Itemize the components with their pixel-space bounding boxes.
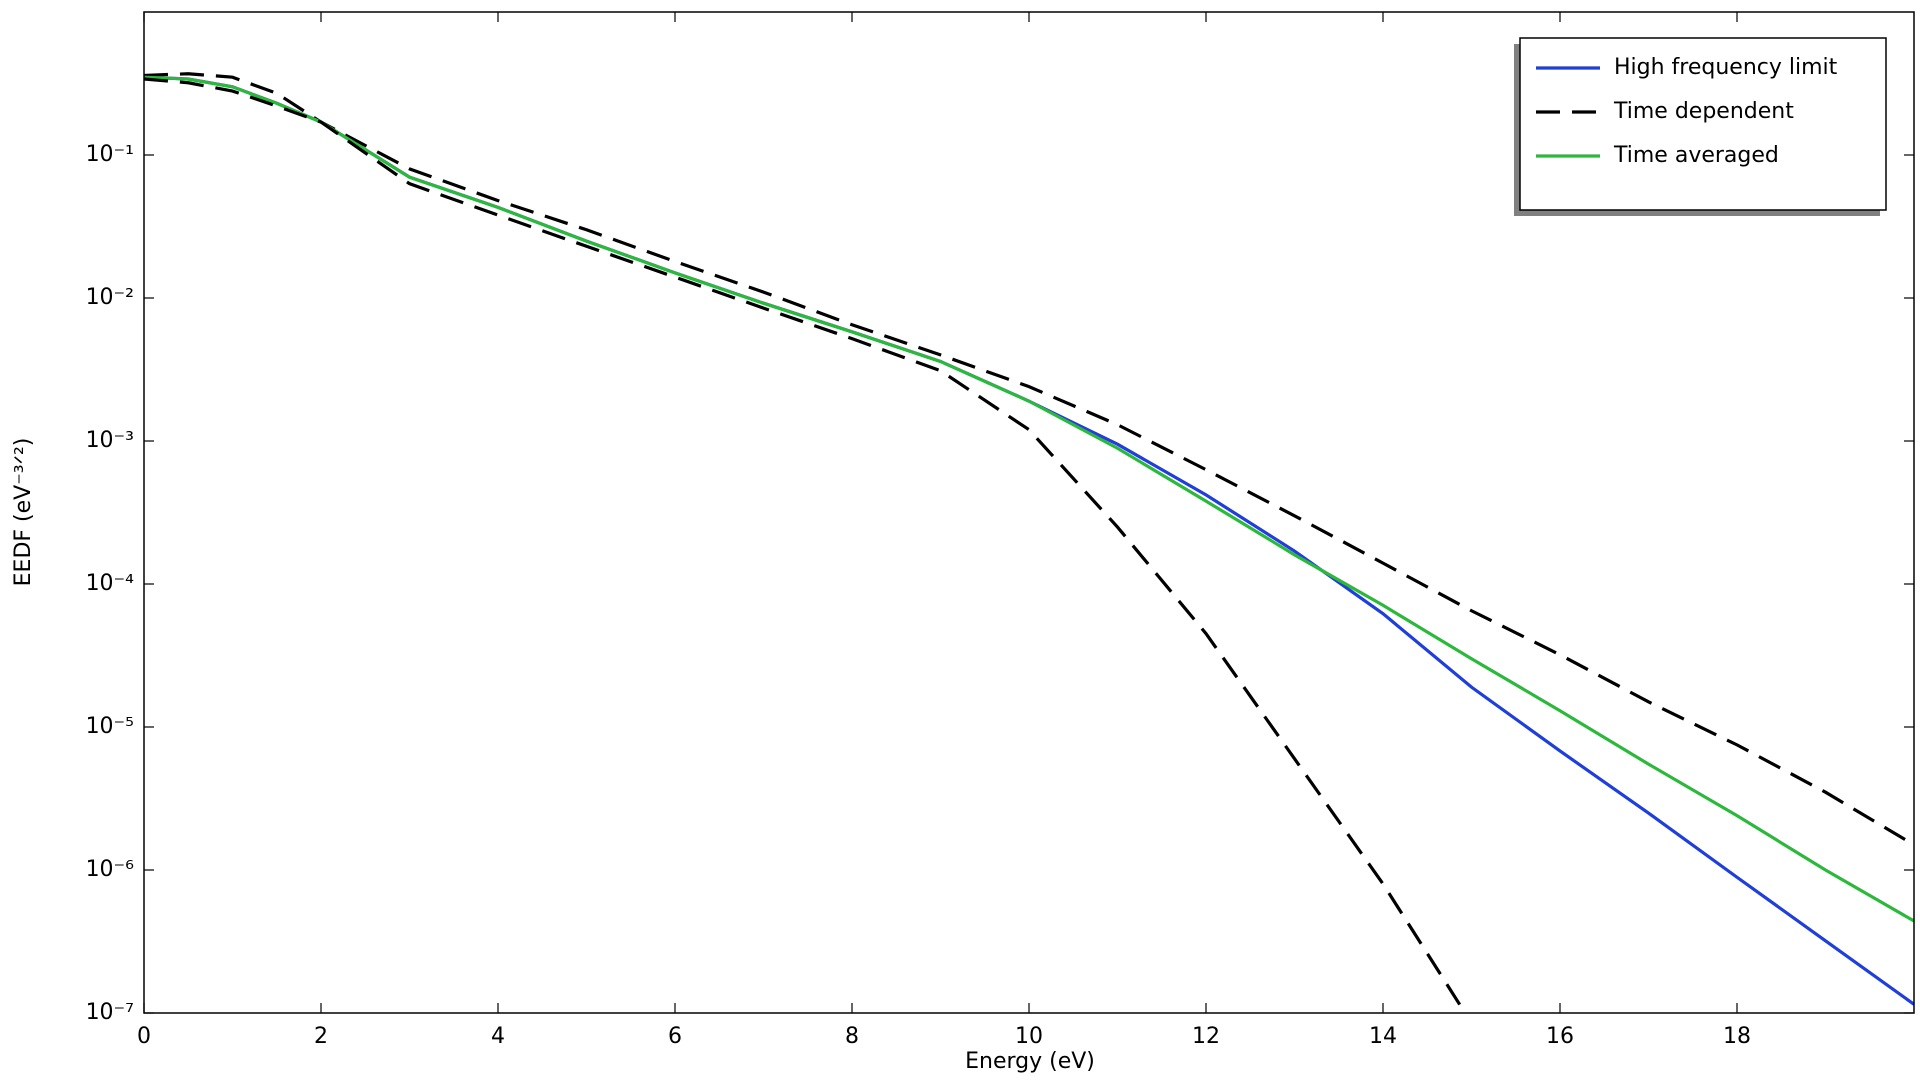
x-tick-label: 18 xyxy=(1723,1024,1751,1049)
x-tick-label: 10 xyxy=(1015,1024,1043,1049)
series-line xyxy=(144,77,1467,1013)
y-tick-label: 10⁻⁵ xyxy=(86,714,134,739)
x-tick-label: 12 xyxy=(1192,1024,1220,1049)
legend-label: Time averaged xyxy=(1613,143,1779,168)
y-tick-label: 10⁻³ xyxy=(86,428,134,453)
legend-label: High frequency limit xyxy=(1614,55,1838,80)
y-axis-label: EEDF (eV⁻³ᐟ²) xyxy=(11,438,36,587)
x-tick-label: 14 xyxy=(1369,1024,1397,1049)
x-tick-label: 2 xyxy=(314,1024,328,1049)
y-tick-label: 10⁻¹ xyxy=(86,142,134,167)
x-tick-label: 16 xyxy=(1546,1024,1574,1049)
x-tick-label: 8 xyxy=(845,1024,859,1049)
x-tick-label: 0 xyxy=(137,1024,151,1049)
x-tick-label: 4 xyxy=(491,1024,505,1049)
x-axis-label: Energy (eV) xyxy=(965,1049,1095,1074)
plot-area xyxy=(144,72,1914,1013)
y-tick-label: 10⁻⁶ xyxy=(86,857,135,882)
series-line xyxy=(144,75,1914,1006)
legend-label: Time dependent xyxy=(1613,99,1794,124)
y-tick-label: 10⁻⁴ xyxy=(86,571,135,596)
y-tick-label: 10⁻⁷ xyxy=(86,1000,134,1025)
x-tick-label: 6 xyxy=(668,1024,682,1049)
series-line xyxy=(144,72,1914,847)
y-tick-label: 10⁻² xyxy=(86,285,134,310)
